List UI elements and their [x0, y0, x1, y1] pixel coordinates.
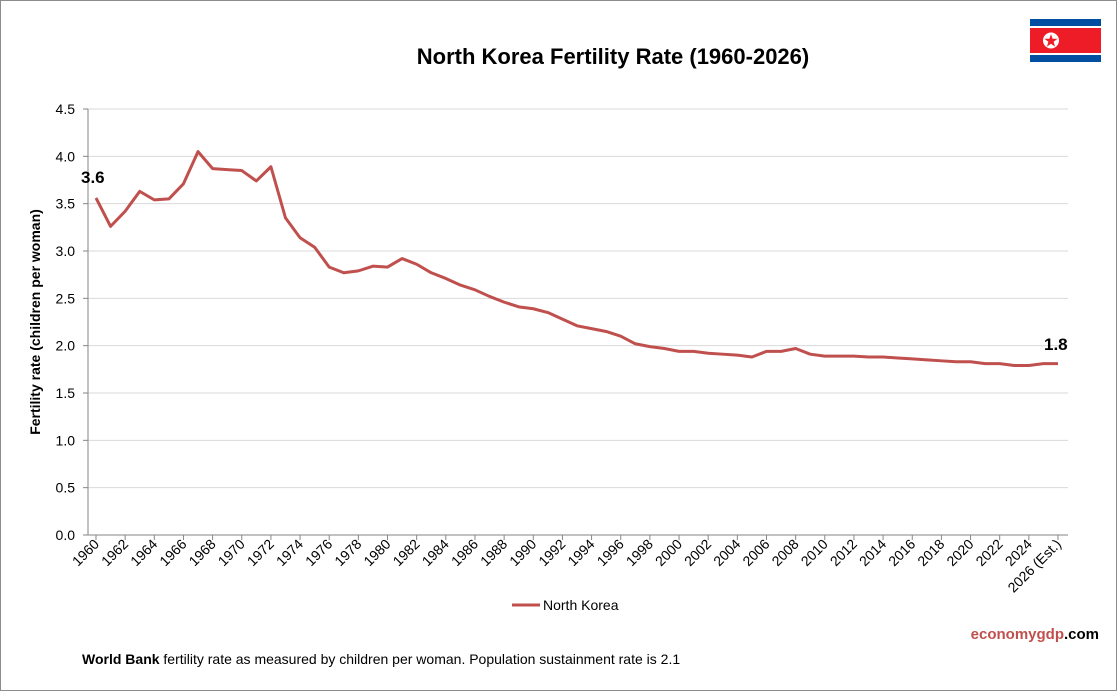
x-tick-label: 1968 [185, 536, 218, 569]
x-tick-label: 1980 [360, 536, 393, 569]
series-line-north-korea [94, 150, 1058, 368]
x-tick-label: 2002 [681, 536, 714, 569]
y-tick-label: 2.5 [56, 290, 76, 306]
chart-title: North Korea Fertility Rate (1960-2026) [416, 44, 810, 69]
x-tick-label: 1984 [419, 536, 452, 569]
north-korea-flag-icon [1030, 19, 1101, 62]
y-tick-label: 0.5 [56, 480, 76, 496]
y-tick-label: 0.0 [56, 527, 76, 543]
brand-watermark: economygdp.com [970, 626, 1099, 643]
footnote: World Bank fertility rate as measured by… [82, 651, 681, 667]
y-tick-label: 4.5 [56, 101, 76, 117]
y-tick-label: 1.0 [56, 432, 76, 448]
x-tick-label: 1990 [506, 536, 539, 569]
x-tick-label: 2018 [914, 536, 947, 569]
x-tick-label: 1966 [156, 536, 189, 569]
x-tick-label: 1962 [98, 536, 131, 569]
x-tick-label: 1978 [331, 536, 364, 569]
data-label-start: 3.6 [81, 168, 105, 187]
x-tick-label: 1986 [448, 536, 481, 569]
y-tick-label: 3.0 [56, 243, 76, 259]
x-tick-label: 2004 [710, 536, 743, 569]
y-tick-label: 3.5 [56, 196, 76, 212]
x-tick-label: 1982 [389, 536, 422, 569]
x-tick-label: 1970 [215, 536, 248, 569]
x-tick-label: 1964 [127, 536, 160, 569]
y-tick-label: 4.0 [56, 148, 76, 164]
x-tick-label: 1996 [594, 536, 627, 569]
x-tick-label: 2008 [768, 536, 801, 569]
x-tick-label: 1992 [535, 536, 568, 569]
x-tick-label: 1972 [244, 536, 277, 569]
legend-label: North Korea [543, 597, 619, 613]
x-tick-label: 1974 [273, 536, 306, 569]
x-tick-label: 1994 [564, 536, 597, 569]
x-tick-label: 2016 [885, 536, 918, 569]
x-tick-label: 2006 [739, 536, 772, 569]
x-tick-label: 1998 [623, 536, 656, 569]
x-tick-label: 2000 [652, 536, 685, 569]
x-tick-label: 2014 [856, 536, 889, 569]
data-label-end: 1.8 [1044, 335, 1068, 354]
x-tick-label: 2010 [798, 536, 831, 569]
x-tick-label: 2012 [827, 536, 860, 569]
x-tick-label: 1988 [477, 536, 510, 569]
x-tick-label: 1976 [302, 536, 335, 569]
y-tick-label: 1.5 [56, 385, 76, 401]
y-tick-label: 2.0 [56, 338, 76, 354]
x-tick-label: 2020 [943, 536, 976, 569]
x-tick-label: 2022 [972, 536, 1005, 569]
